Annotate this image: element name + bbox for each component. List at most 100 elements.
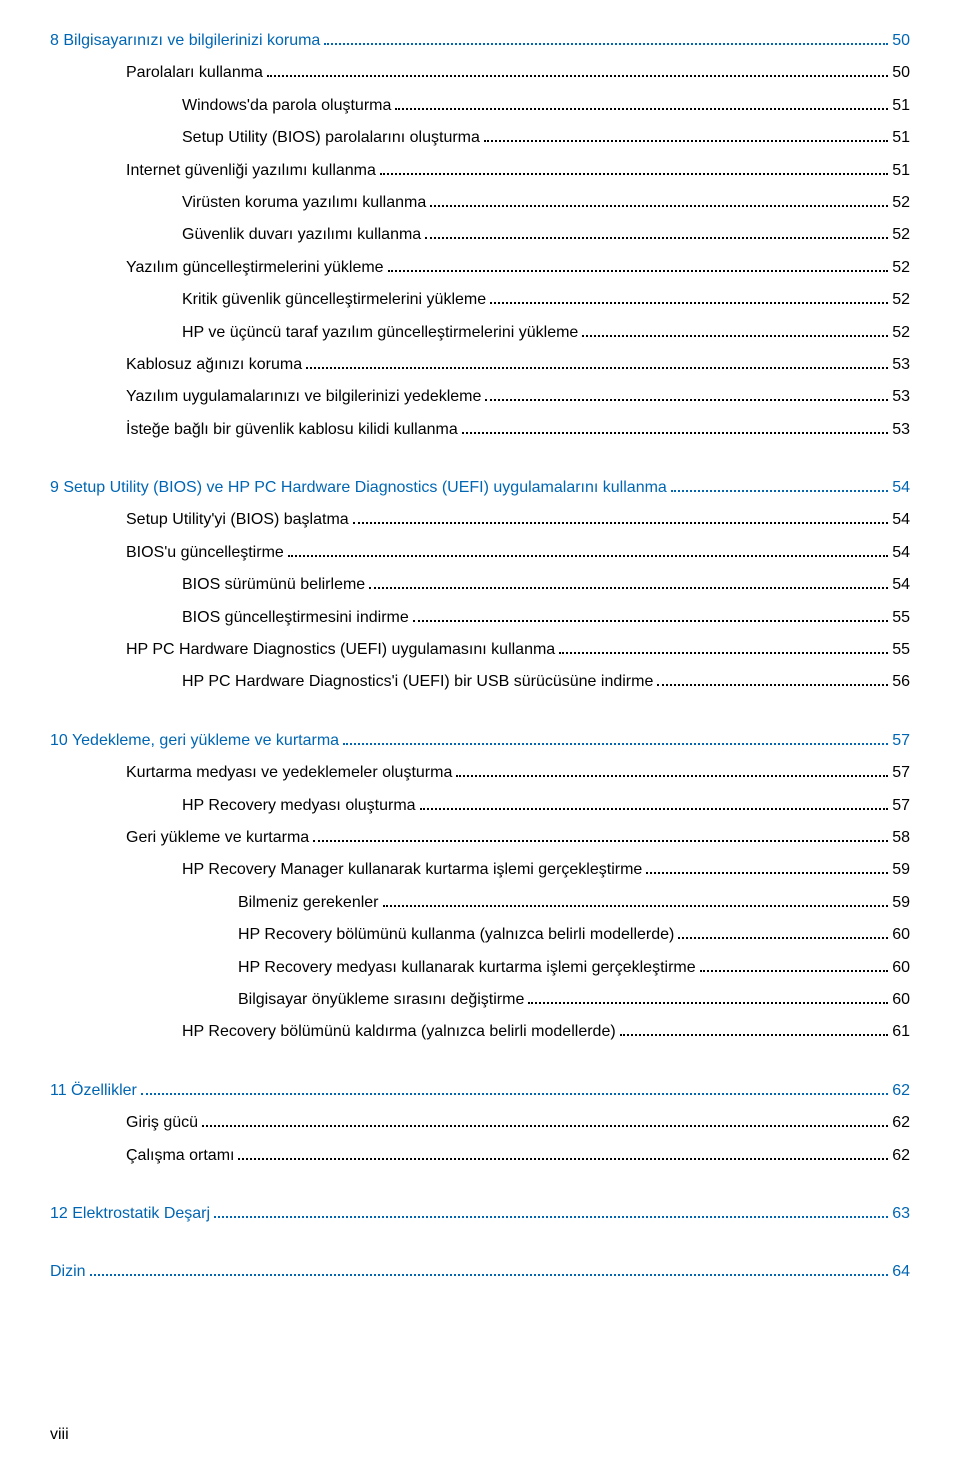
toc-entry-title: Virüsten koruma yazılımı kullanma	[182, 192, 426, 214]
toc-entry[interactable]: BIOS'u güncelleştirme54	[50, 542, 910, 564]
toc-entry-page: 54	[892, 574, 910, 596]
toc-chapter-title: 8 Bilgisayarınızı ve bilgilerinizi korum…	[50, 30, 320, 52]
toc-leader-dots	[456, 763, 888, 777]
toc-entry-title: Güvenlik duvarı yazılımı kullanma	[182, 224, 421, 246]
toc-leader-dots	[313, 828, 888, 842]
toc-leader-dots	[288, 542, 888, 556]
toc-chapter-heading[interactable]: 10 Yedekleme, geri yükleme ve kurtarma57	[50, 730, 910, 752]
toc-entry[interactable]: HP PC Hardware Diagnostics (UEFI) uygula…	[50, 639, 910, 661]
toc-leader-dots	[462, 419, 888, 433]
toc-entry[interactable]: Kurtarma medyası ve yedeklemeler oluştur…	[50, 762, 910, 784]
toc-entry-title: BIOS sürümünü belirleme	[182, 574, 365, 596]
toc-entry-page: 60	[892, 924, 910, 946]
toc-chapter-page: 54	[892, 477, 910, 499]
toc-entry-title: Setup Utility'yi (BIOS) başlatma	[126, 509, 349, 531]
toc-section: Dizin64	[50, 1261, 910, 1283]
toc-entry-title: HP Recovery medyası oluşturma	[182, 795, 416, 817]
toc-entry[interactable]: Geri yükleme ve kurtarma58	[50, 827, 910, 849]
toc-entry[interactable]: Kritik güvenlik güncelleştirmelerini yük…	[50, 289, 910, 311]
toc-entry[interactable]: Bilgisayar önyükleme sırasını değiştirme…	[50, 989, 910, 1011]
toc-entry[interactable]: HP ve üçüncü taraf yazılım güncelleştirm…	[50, 322, 910, 344]
toc-entry[interactable]: HP Recovery Manager kullanarak kurtarma …	[50, 859, 910, 881]
toc-chapter-heading[interactable]: 11 Özellikler62	[50, 1080, 910, 1102]
toc-leader-dots	[353, 510, 889, 524]
toc-entry-title: Yazılım güncelleştirmelerini yükleme	[126, 257, 384, 279]
toc-leader-dots	[413, 607, 888, 621]
toc-leader-dots	[214, 1204, 888, 1218]
toc-entry-page: 52	[892, 322, 910, 344]
toc-entry[interactable]: BIOS güncelleştirmesini indirme55	[50, 607, 910, 629]
toc-chapter-title: Dizin	[50, 1261, 86, 1283]
toc-leader-dots	[324, 31, 888, 45]
toc-entry[interactable]: Yazılım güncelleştirmelerini yükleme52	[50, 257, 910, 279]
toc-entry-page: 60	[892, 989, 910, 1011]
toc-entry-page: 51	[892, 95, 910, 117]
toc-entry-title: Parolaları kullanma	[126, 62, 263, 84]
toc-entry[interactable]: Bilmeniz gerekenler59	[50, 892, 910, 914]
toc-entry-page: 56	[892, 671, 910, 693]
toc-entry-page: 59	[892, 892, 910, 914]
toc-entry-title: HP Recovery Manager kullanarak kurtarma …	[182, 859, 642, 881]
toc-leader-dots	[484, 128, 888, 142]
toc-entry-title: Bilgisayar önyükleme sırasını değiştirme	[238, 989, 524, 1011]
toc-section: 9 Setup Utility (BIOS) ve HP PC Hardware…	[50, 477, 910, 694]
toc-entry-title: HP PC Hardware Diagnostics (UEFI) uygula…	[126, 639, 555, 661]
toc-entry[interactable]: İsteğe bağlı bir güvenlik kablosu kilidi…	[50, 419, 910, 441]
toc-entry-page: 52	[892, 289, 910, 311]
toc-entry[interactable]: HP Recovery bölümünü kaldırma (yalnızca …	[50, 1021, 910, 1043]
toc-entry-page: 53	[892, 419, 910, 441]
toc-entry-page: 55	[892, 639, 910, 661]
toc-leader-dots	[678, 925, 888, 939]
toc-entry-title: Kurtarma medyası ve yedeklemeler oluştur…	[126, 762, 452, 784]
page-footer: viii	[50, 1424, 910, 1446]
toc-chapter-heading[interactable]: Dizin64	[50, 1261, 910, 1283]
toc-entry-title: Setup Utility (BIOS) parolalarını oluştu…	[182, 127, 480, 149]
toc-entry[interactable]: Windows'da parola oluşturma 51	[50, 95, 910, 117]
toc-entry-page: 54	[892, 542, 910, 564]
toc-entry[interactable]: Setup Utility (BIOS) parolalarını oluştu…	[50, 127, 910, 149]
toc-section: 10 Yedekleme, geri yükleme ve kurtarma57…	[50, 730, 910, 1044]
toc-entry[interactable]: Internet güvenliği yazılımı kullanma51	[50, 160, 910, 182]
toc-section: 11 Özellikler62 Giriş gücü 62 Çalışma ortam…	[50, 1080, 910, 1167]
toc-chapter-page: 50	[892, 30, 910, 52]
toc-entry-page: 54	[892, 509, 910, 531]
toc-entry[interactable]: Yazılım uygulamalarınızı ve bilgileriniz…	[50, 386, 910, 408]
toc-entry-page: 58	[892, 827, 910, 849]
toc-entry[interactable]: Virüsten koruma yazılımı kullanma52	[50, 192, 910, 214]
toc-entry[interactable]: HP Recovery bölümünü kullanma (yalnızca …	[50, 924, 910, 946]
toc-leader-dots	[202, 1113, 888, 1127]
toc-entry[interactable]: Çalışma ortamı62	[50, 1145, 910, 1167]
toc-leader-dots	[380, 160, 888, 174]
toc-leader-dots	[369, 575, 888, 589]
toc-entry[interactable]: Güvenlik duvarı yazılımı kullanma52	[50, 224, 910, 246]
toc-chapter-heading[interactable]: 12 Elektrostatik Deşarj63	[50, 1203, 910, 1225]
toc-entry[interactable]: BIOS sürümünü belirleme 54	[50, 574, 910, 596]
toc-leader-dots	[383, 892, 889, 906]
toc-chapter-heading[interactable]: 9 Setup Utility (BIOS) ve HP PC Hardware…	[50, 477, 910, 499]
toc-entry-page: 62	[892, 1112, 910, 1134]
toc-chapter-heading[interactable]: 8 Bilgisayarınızı ve bilgilerinizi korum…	[50, 30, 910, 52]
toc-entry-page: 51	[892, 160, 910, 182]
toc-entry[interactable]: Giriş gücü 62	[50, 1112, 910, 1134]
toc-entry[interactable]: HP PC Hardware Diagnostics'i (UEFI) bir …	[50, 671, 910, 693]
toc-leader-dots	[430, 193, 888, 207]
toc-entry-title: Windows'da parola oluşturma	[182, 95, 391, 117]
toc-chapter-title: 9 Setup Utility (BIOS) ve HP PC Hardware…	[50, 477, 667, 499]
toc-entry[interactable]: HP Recovery medyası kullanarak kurtarma …	[50, 957, 910, 979]
toc-chapter-title: 12 Elektrostatik Deşarj	[50, 1203, 210, 1225]
toc-leader-dots	[700, 957, 889, 971]
toc-entry[interactable]: Setup Utility'yi (BIOS) başlatma 54	[50, 509, 910, 531]
toc-entry[interactable]: Parolaları kullanma50	[50, 62, 910, 84]
toc-section: 8 Bilgisayarınızı ve bilgilerinizi korum…	[50, 30, 910, 441]
toc-leader-dots	[420, 795, 889, 809]
toc-entry-title: Giriş gücü	[126, 1112, 198, 1134]
toc-entry-page: 61	[892, 1021, 910, 1043]
toc-leader-dots	[646, 860, 888, 874]
toc-leader-dots	[657, 672, 888, 686]
toc-entry-title: Kablosuz ağınızı koruma	[126, 354, 302, 376]
toc-entry[interactable]: HP Recovery medyası oluşturma57	[50, 795, 910, 817]
toc-entry-title: HP Recovery bölümünü kaldırma (yalnızca …	[182, 1021, 616, 1043]
toc-chapter-page: 62	[892, 1080, 910, 1102]
toc-leader-dots	[343, 730, 888, 744]
toc-entry[interactable]: Kablosuz ağınızı koruma53	[50, 354, 910, 376]
